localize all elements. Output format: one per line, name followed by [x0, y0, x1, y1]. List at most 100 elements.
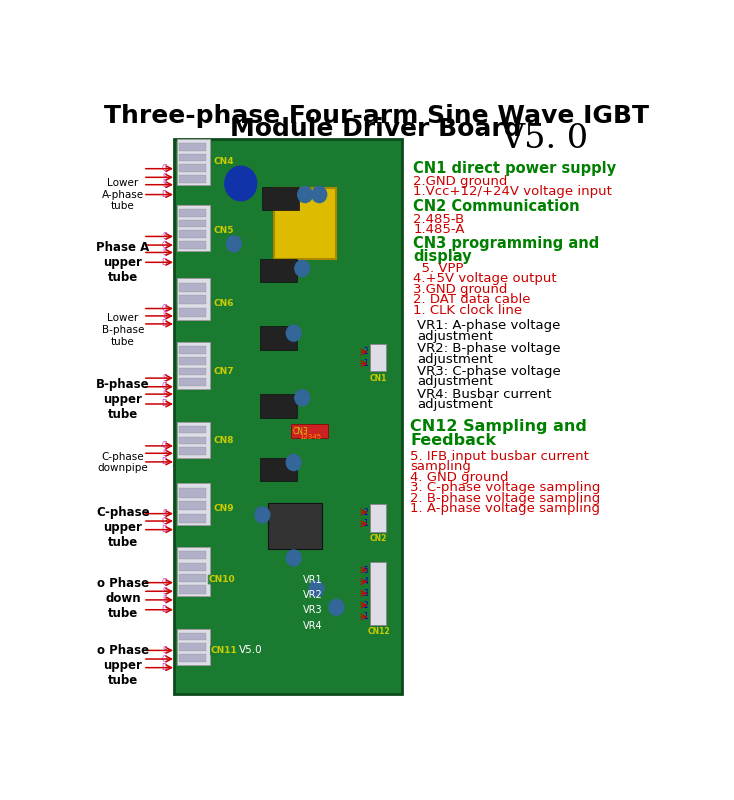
Circle shape [227, 236, 241, 252]
Text: adjustment: adjustment [417, 398, 493, 411]
Bar [179, 488, 206, 498]
Text: S: S [162, 449, 167, 458]
Text: Module Driver Board: Module Driver Board [230, 117, 522, 141]
Circle shape [295, 390, 310, 406]
Text: 1: 1 [363, 519, 368, 528]
Text: S: S [162, 180, 167, 190]
Bar [179, 308, 206, 317]
Text: CN12 Sampling and: CN12 Sampling and [410, 419, 587, 434]
Text: CN3 programming and: CN3 programming and [413, 236, 600, 251]
Text: VR4: Busbar current: VR4: Busbar current [417, 388, 552, 401]
Text: 1.Vcc+12/+24V voltage input: 1.Vcc+12/+24V voltage input [413, 185, 612, 198]
Bar [179, 633, 206, 641]
Text: 1: 1 [363, 612, 368, 622]
Text: VR4: VR4 [302, 621, 322, 630]
Text: D: D [161, 319, 167, 329]
Text: D: D [161, 525, 167, 534]
Text: VR2: VR2 [302, 590, 322, 600]
Text: G: G [161, 382, 167, 391]
Text: S: S [162, 595, 167, 604]
Text: 2.GND ground: 2.GND ground [413, 174, 507, 187]
Text: D: D [161, 458, 167, 466]
Circle shape [298, 186, 313, 202]
Text: o Phase
upper
tube: o Phase upper tube [97, 644, 149, 687]
Text: C-phase
downpipe: C-phase downpipe [98, 452, 148, 474]
Bar [179, 643, 206, 651]
Text: 1. CLK clock line: 1. CLK clock line [413, 304, 523, 317]
Text: Feedback: Feedback [410, 434, 496, 449]
Text: G: G [161, 241, 167, 250]
Text: VR2: B-phase voltage: VR2: B-phase voltage [417, 342, 561, 355]
Bar [174, 139, 401, 694]
Text: 1. A-phase voltage sampling: 1. A-phase voltage sampling [410, 502, 600, 515]
Text: adjustment: adjustment [417, 375, 493, 388]
Circle shape [286, 325, 301, 341]
Circle shape [295, 261, 310, 277]
Bar [179, 378, 206, 386]
Text: S: S [162, 311, 167, 321]
Bar [179, 282, 206, 292]
Text: VR3: C-phase voltage: VR3: C-phase voltage [417, 365, 561, 378]
Text: adjustment: adjustment [417, 353, 493, 366]
Text: D: D [161, 258, 167, 267]
Circle shape [286, 454, 301, 470]
Bar [179, 295, 206, 305]
Bar [371, 562, 386, 625]
Text: CN8: CN8 [214, 437, 234, 446]
Text: Lower
B-phase
tube: Lower B-phase tube [102, 314, 144, 346]
Text: G: G [161, 304, 167, 313]
Text: o Phase
down
tube: o Phase down tube [97, 577, 149, 619]
Text: 4: 4 [363, 578, 368, 586]
Text: sampling: sampling [410, 460, 471, 474]
Circle shape [309, 581, 324, 597]
Bar [371, 505, 386, 531]
Bar [179, 143, 206, 150]
Text: Lower
A-phase
tube: Lower A-phase tube [102, 178, 144, 211]
Bar [179, 447, 206, 455]
Text: G: G [161, 164, 167, 173]
Circle shape [255, 507, 270, 523]
Text: S: S [162, 374, 167, 382]
Text: CN10: CN10 [208, 575, 235, 584]
Bar [177, 205, 210, 251]
Bar [262, 186, 299, 210]
Bar [179, 437, 206, 444]
Bar [179, 164, 206, 172]
Text: S: S [162, 390, 167, 398]
Text: 2. B-phase voltage sampling: 2. B-phase voltage sampling [410, 492, 600, 505]
Bar [179, 551, 206, 559]
Bar [268, 502, 322, 549]
Bar [177, 342, 210, 389]
Text: G: G [161, 442, 167, 450]
Text: D: D [161, 606, 167, 614]
Text: 5. IFB input busbar current: 5. IFB input busbar current [410, 450, 589, 463]
Bar [291, 424, 328, 438]
Bar [179, 230, 206, 238]
Text: D: D [161, 663, 167, 672]
Bar [179, 241, 206, 249]
Text: VR3: VR3 [302, 606, 322, 615]
Bar [179, 154, 206, 162]
Bar [177, 483, 210, 526]
Text: 3.GND ground: 3.GND ground [413, 283, 507, 296]
Text: S: S [162, 248, 167, 257]
Bar [177, 547, 210, 596]
Text: C-phase
upper
tube: C-phase upper tube [96, 506, 150, 549]
Text: Phase A
upper
tube: Phase A upper tube [96, 241, 150, 284]
Circle shape [312, 186, 327, 202]
Text: G: G [161, 517, 167, 526]
Text: 3. C-phase voltage sampling: 3. C-phase voltage sampling [410, 482, 600, 494]
Text: D: D [161, 399, 167, 409]
Circle shape [225, 166, 257, 201]
Bar [179, 562, 206, 571]
Text: 3: 3 [363, 589, 368, 598]
Text: G: G [161, 578, 167, 587]
Text: CN9: CN9 [214, 504, 234, 514]
Text: 2: 2 [363, 508, 368, 517]
Text: 2: 2 [363, 347, 368, 357]
Text: 5. VPP: 5. VPP [413, 262, 464, 275]
Text: 1.485-A: 1.485-A [413, 223, 465, 236]
Circle shape [286, 550, 301, 566]
Text: S: S [162, 232, 167, 241]
Text: VR1: A-phase voltage: VR1: A-phase voltage [417, 319, 561, 332]
